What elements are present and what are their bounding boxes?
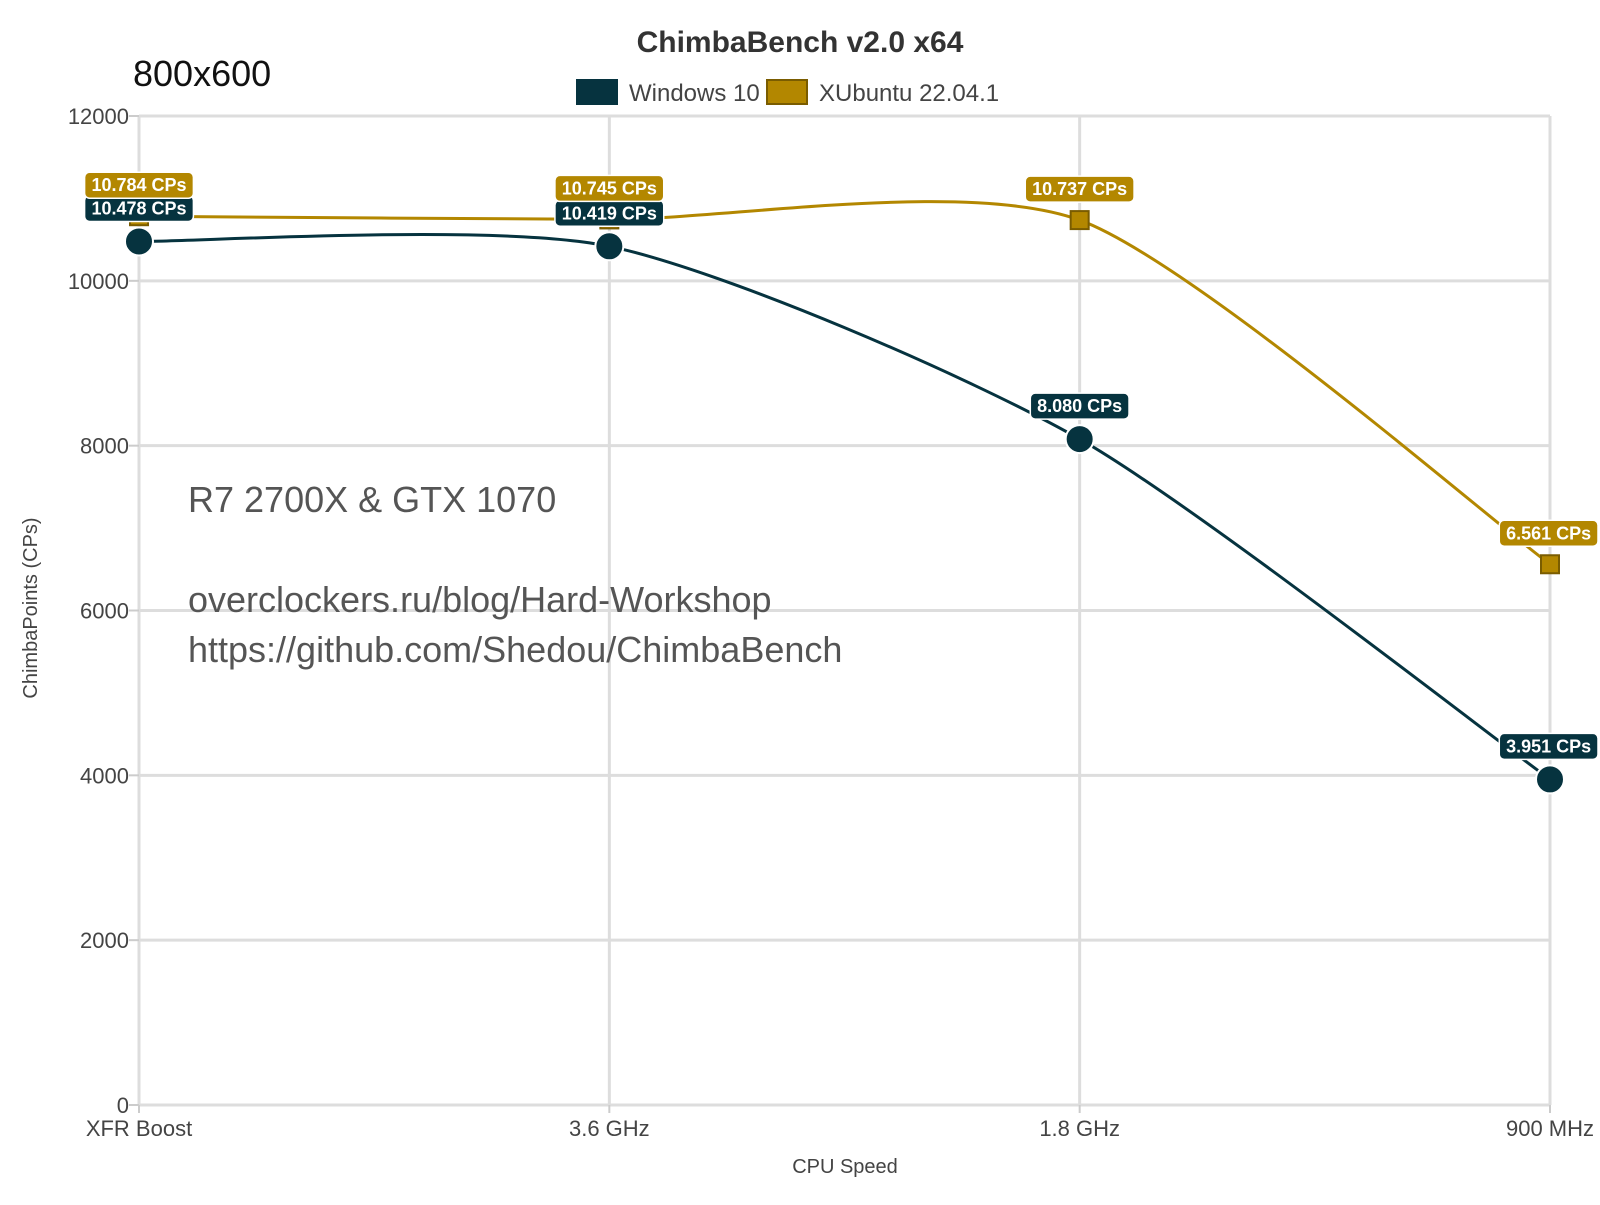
y-tick-label: 4000	[80, 763, 129, 788]
y-tick-label: 2000	[80, 928, 129, 953]
y-axis-title: ChimbaPoints (CPs)	[20, 517, 42, 698]
data-label-text: 10.784 CPs	[91, 175, 186, 195]
system-label: R7 2700X & GTX 1070	[188, 479, 556, 520]
data-labels: 10.478 CPs 10.419 CPs 8.080 CPs 3.951 CPs 10…	[83, 171, 1599, 761]
y-tick-label: 8000	[80, 434, 129, 459]
legend-label: XUbuntu 22.04.1	[819, 80, 999, 107]
data-point	[124, 226, 154, 257]
data-label-text: 6.561 CPs	[1506, 523, 1591, 543]
data-label-box	[554, 174, 665, 203]
legend: Windows 10 XUbuntu 22.04.1	[576, 79, 999, 107]
y-tick-label: 10000	[68, 269, 129, 294]
data-label: 10.784 CPs	[83, 171, 195, 199]
y-tick-label: 6000	[80, 599, 129, 624]
data-label: 3.951 CPs	[1498, 732, 1599, 761]
series-line-0	[138, 233, 1551, 781]
x-tick-label: 1.8 GHz	[1039, 1116, 1120, 1141]
resolution-label: 800x600	[133, 53, 271, 94]
x-axis-title: CPU Speed	[792, 1156, 898, 1178]
data-label-box	[1498, 519, 1599, 548]
data-label: 6.561 CPs	[1498, 519, 1599, 548]
axes: 0 2000 4000 6000 8000 10000 12000 XFR Boost 3.6 …	[68, 104, 1594, 1141]
y-tick-label: 0	[117, 1093, 129, 1118]
data-label-text: 10.737 CPs	[1032, 179, 1127, 199]
data-label-box	[1498, 732, 1599, 761]
github-label: https://github.com/Shedou/ChimbaBench	[188, 629, 842, 670]
data-label-text: 8.080 CPs	[1037, 396, 1122, 416]
data-point	[594, 231, 625, 262]
data-label-box	[83, 171, 195, 199]
series-line-1	[138, 200, 1551, 566]
data-point	[1535, 764, 1565, 795]
chart-title: ChimbaBench v2.0 x64	[637, 26, 964, 59]
x-tick-label: 900 MHz	[1506, 1116, 1594, 1141]
legend-item[interactable]: Windows 10	[576, 79, 760, 107]
data-label-text: 10.419 CPs	[562, 203, 657, 223]
legend-label: Windows 10	[629, 80, 760, 107]
y-tick-label: 12000	[68, 104, 129, 129]
data-label-text: 3.951 CPs	[1506, 736, 1591, 756]
blog-label: overclockers.ru/blog/Hard-Workshop	[188, 579, 772, 620]
x-tick-label: XFR Boost	[86, 1116, 192, 1141]
data-label: 10.745 CPs	[554, 174, 665, 203]
data-label: 10.419 CPs	[554, 199, 665, 228]
data-label-text: 10.745 CPs	[562, 178, 657, 198]
legend-swatch	[576, 79, 618, 105]
legend-swatch	[766, 79, 808, 105]
data-label: 10.737 CPs	[1024, 175, 1135, 203]
grid	[137, 114, 1552, 1107]
data-label-box	[1024, 175, 1135, 203]
legend-item[interactable]: XUbuntu 22.04.1	[766, 79, 999, 107]
data-label-text: 10.478 CPs	[91, 198, 186, 218]
data-point	[1064, 424, 1095, 455]
data-label: 8.080 CPs	[1029, 392, 1130, 420]
x-tick-label: 3.6 GHz	[569, 1116, 650, 1141]
data-label-box	[1029, 392, 1130, 420]
data-point	[1069, 210, 1090, 231]
data-label: 10.478 CPs	[83, 194, 195, 223]
data-point	[1540, 554, 1560, 575]
